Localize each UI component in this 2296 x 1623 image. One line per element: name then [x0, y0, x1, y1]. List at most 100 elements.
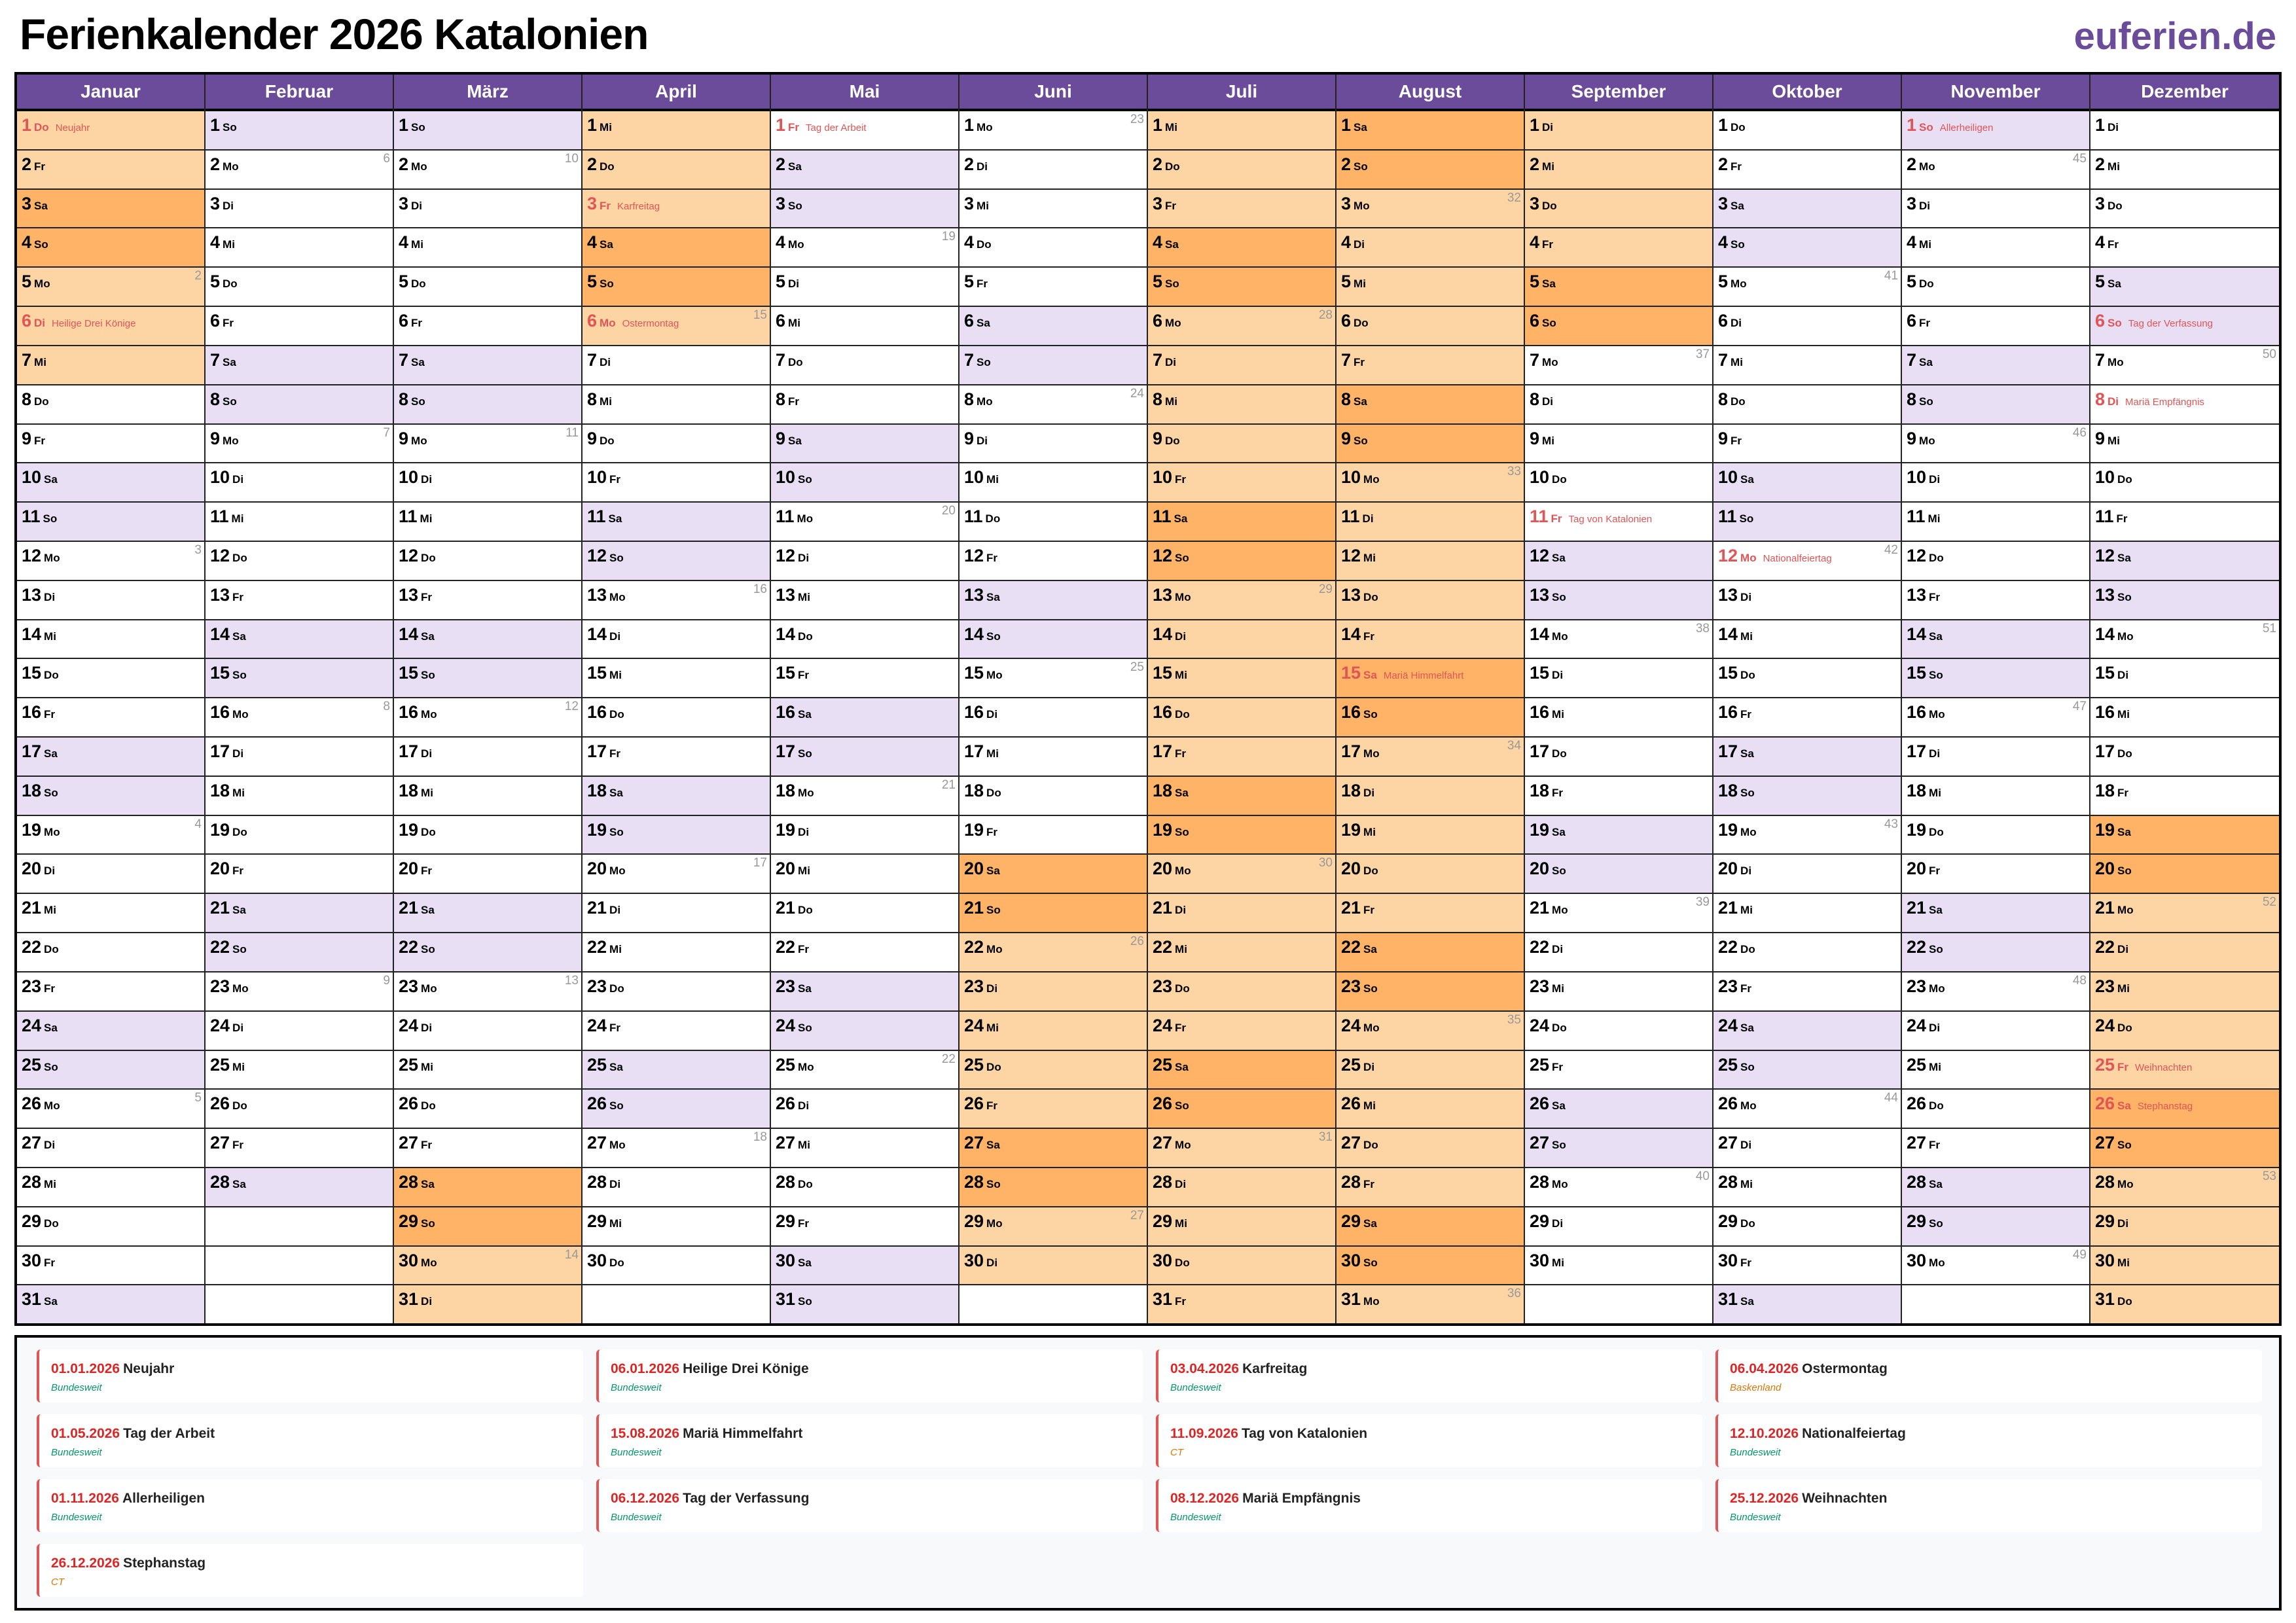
day-cell[interactable]: 27 Mi [771, 1129, 958, 1168]
day-cell[interactable]: 17 Mi [960, 738, 1147, 777]
day-cell[interactable]: 27 Mo 18 [583, 1129, 770, 1168]
day-cell[interactable]: 13 So [1525, 580, 1712, 620]
day-cell[interactable]: 10 Do [2090, 463, 2279, 503]
day-cell[interactable]: 7 Di [583, 346, 770, 385]
day-cell[interactable]: 21 Do [771, 894, 958, 934]
day-cell[interactable]: 1 Mi [1148, 111, 1335, 151]
day-cell[interactable]: 24 Do [1525, 1011, 1712, 1051]
holiday-cell[interactable]: 1 Do Neujahr [17, 111, 204, 151]
day-cell[interactable]: 25 Di [1336, 1050, 1524, 1090]
day-cell[interactable]: 7 Sa [1902, 346, 2089, 385]
day-cell[interactable]: 27 Fr [1902, 1129, 2089, 1168]
day-cell[interactable]: 28 Mo 40 [1525, 1168, 1712, 1207]
day-cell[interactable]: 12 Do [1902, 541, 2089, 581]
day-cell[interactable]: 4 Fr [2090, 228, 2279, 268]
day-cell[interactable]: 30 Fr [17, 1246, 204, 1286]
day-cell[interactable]: 16 Mo 47 [1902, 698, 2089, 738]
day-cell[interactable]: 29 Mi [583, 1207, 770, 1247]
day-cell[interactable]: 16 Mi [2090, 698, 2279, 738]
day-cell[interactable]: 11 Sa [583, 503, 770, 542]
day-cell[interactable]: 22 So [1902, 933, 2089, 972]
day-cell[interactable]: 16 Do [1148, 698, 1335, 738]
day-cell[interactable]: 25 Sa [1148, 1050, 1335, 1090]
day-cell[interactable]: 11 So [1713, 503, 1901, 542]
day-cell[interactable]: 9 Di [960, 424, 1147, 464]
day-cell[interactable]: 2 Mi [1525, 150, 1712, 190]
day-cell[interactable]: 23 Fr [1713, 972, 1901, 1012]
day-cell[interactable]: 14 Sa [394, 620, 581, 660]
day-cell[interactable]: 9 Mi [1525, 424, 1712, 464]
day-cell[interactable]: 17 Di [394, 738, 581, 777]
day-cell[interactable]: 15 Fr [771, 659, 958, 699]
holiday-cell[interactable]: 6 Di Heilige Drei Könige [17, 307, 204, 346]
day-cell[interactable]: 20 Sa [960, 855, 1147, 895]
day-cell[interactable]: 1 Sa [1336, 111, 1524, 151]
day-cell[interactable]: 1 Mi [583, 111, 770, 151]
day-cell[interactable]: 18 Mi [206, 776, 393, 816]
day-cell[interactable]: 31 Sa [17, 1285, 204, 1324]
day-cell[interactable]: 22 Di [1525, 933, 1712, 972]
day-cell[interactable]: 28 So [960, 1168, 1147, 1207]
day-cell[interactable]: 13 Di [17, 580, 204, 620]
day-cell[interactable]: 20 Fr [1902, 855, 2089, 895]
day-cell[interactable]: 24 Fr [1148, 1011, 1335, 1051]
day-cell[interactable]: 8 Mo 24 [960, 385, 1147, 425]
day-cell[interactable]: 19 Mi [1336, 815, 1524, 855]
day-cell[interactable]: 28 Do [771, 1168, 958, 1207]
day-cell[interactable]: 6 So [1525, 307, 1712, 346]
day-cell[interactable]: 25 Do [960, 1050, 1147, 1090]
day-cell[interactable]: 20 Do [1336, 855, 1524, 895]
day-cell[interactable]: 7 Fr [1336, 346, 1524, 385]
day-cell[interactable]: 10 Di [206, 463, 393, 503]
day-cell[interactable]: 7 Mo 37 [1525, 346, 1712, 385]
day-cell[interactable]: 22 So [394, 933, 581, 972]
day-cell[interactable]: 29 Mi [1148, 1207, 1335, 1247]
day-cell[interactable]: 16 Mi [1525, 698, 1712, 738]
day-cell[interactable]: 5 Mo 2 [17, 268, 204, 308]
holiday-cell[interactable]: 6 So Tag der Verfassung [2090, 307, 2279, 346]
day-cell[interactable]: 15 Mi [583, 659, 770, 699]
day-cell[interactable]: 16 So [1336, 698, 1524, 738]
day-cell[interactable]: 20 Fr [206, 855, 393, 895]
day-cell[interactable]: 17 Sa [1713, 738, 1901, 777]
day-cell[interactable]: 5 Mo 41 [1713, 268, 1901, 308]
day-cell[interactable]: 3 Fr [1148, 189, 1335, 229]
day-cell[interactable]: 10 Sa [17, 463, 204, 503]
day-cell[interactable]: 4 Di [1336, 228, 1524, 268]
holiday-cell[interactable]: 3 Fr Karfreitag [583, 189, 770, 229]
day-cell[interactable]: 5 So [1148, 268, 1335, 308]
day-cell[interactable]: 8 Do [17, 385, 204, 425]
day-cell[interactable]: 2 Do [1148, 150, 1335, 190]
day-cell[interactable]: 3 Mo 32 [1336, 189, 1524, 229]
holiday-cell[interactable]: 26 Sa Stephanstag [2090, 1090, 2279, 1130]
day-cell[interactable]: 2 Mo 45 [1902, 150, 2089, 190]
day-cell[interactable]: 9 Fr [1713, 424, 1901, 464]
day-cell[interactable]: 30 Mi [2090, 1246, 2279, 1286]
day-cell[interactable]: 19 Do [206, 815, 393, 855]
day-cell[interactable]: 6 Mi [771, 307, 958, 346]
day-cell[interactable]: 24 Mi [960, 1011, 1147, 1051]
day-cell[interactable]: 29 So [1902, 1207, 2089, 1247]
day-cell[interactable]: 3 So [771, 189, 958, 229]
day-cell[interactable]: 14 Di [1148, 620, 1335, 660]
day-cell[interactable]: 8 So [394, 385, 581, 425]
day-cell[interactable]: 19 Mo 4 [17, 815, 204, 855]
day-cell[interactable]: 30 Do [583, 1246, 770, 1286]
day-cell[interactable]: 1 Do [1713, 111, 1901, 151]
day-cell[interactable]: 19 So [1148, 815, 1335, 855]
day-cell[interactable]: 16 Mo 12 [394, 698, 581, 738]
day-cell[interactable]: 23 Fr [17, 972, 204, 1012]
day-cell[interactable]: 19 So [583, 815, 770, 855]
day-cell[interactable]: 9 Mi [2090, 424, 2279, 464]
day-cell[interactable]: 8 Do [1713, 385, 1901, 425]
day-cell[interactable]: 18 Fr [2090, 776, 2279, 816]
day-cell[interactable]: 25 Mo 22 [771, 1050, 958, 1090]
day-cell[interactable]: 6 Do [1336, 307, 1524, 346]
holiday-cell[interactable]: 8 Di Mariä Empfängnis [2090, 385, 2279, 425]
day-cell[interactable]: 10 Di [1902, 463, 2089, 503]
day-cell[interactable]: 22 Di [2090, 933, 2279, 972]
day-cell[interactable]: 6 Mo 28 [1148, 307, 1335, 346]
day-cell[interactable]: 11 Mi [1902, 503, 2089, 542]
day-cell[interactable]: 27 Fr [206, 1129, 393, 1168]
day-cell[interactable]: 2 Do [583, 150, 770, 190]
